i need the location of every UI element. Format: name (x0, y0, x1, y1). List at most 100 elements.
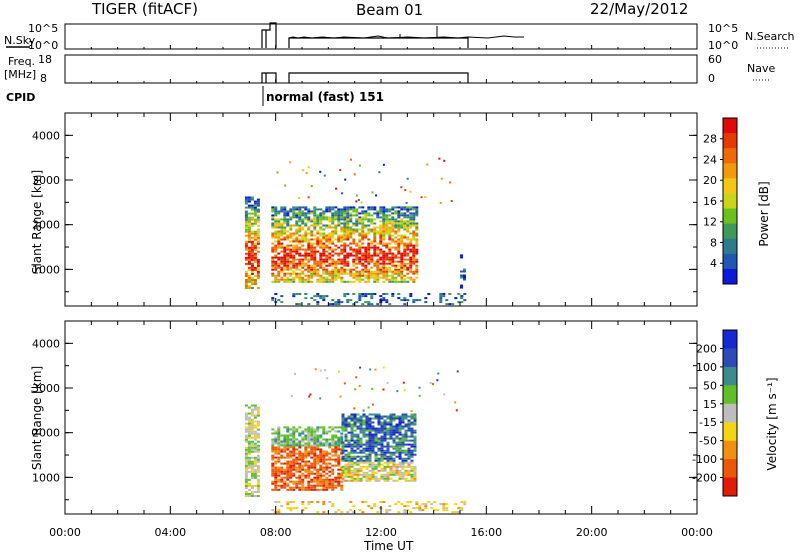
data-cell (356, 469, 360, 472)
data-cell (334, 224, 338, 227)
data-cell (392, 441, 396, 444)
data-cell (355, 224, 359, 227)
data-cell (244, 196, 248, 199)
data-cell (337, 440, 341, 443)
data-cell (316, 458, 320, 461)
data-cell (325, 464, 329, 467)
data-cell (347, 471, 351, 474)
data-cell (280, 301, 284, 304)
colorbar-swatch (723, 223, 737, 240)
data-cell (331, 436, 335, 439)
data-cell (316, 442, 320, 445)
data-cell (392, 463, 396, 466)
data-cell (361, 274, 365, 277)
data-cell (280, 295, 284, 298)
data-cell (368, 421, 372, 424)
data-cell (313, 248, 317, 251)
data-cell (367, 230, 371, 233)
data-cell (359, 455, 363, 458)
data-cell (344, 459, 348, 462)
data-cell (353, 413, 357, 416)
data-cell (244, 434, 248, 437)
data-cell (307, 460, 311, 463)
data-cell (286, 222, 290, 225)
data-cell (377, 427, 381, 430)
data-cell (283, 482, 287, 485)
data-cell (250, 450, 254, 453)
data-cell (283, 472, 287, 475)
data-cell (412, 224, 416, 227)
data-cell (286, 478, 290, 481)
data-cell (344, 421, 348, 424)
data-cell (271, 454, 275, 457)
data-cell (325, 450, 329, 453)
data-cell (313, 208, 317, 211)
data-cell (424, 507, 428, 510)
data-cell (244, 470, 248, 473)
data-cell (331, 458, 335, 461)
data-cell (304, 224, 308, 227)
data-cell (385, 268, 389, 271)
data-cell (274, 224, 278, 227)
data-cell (463, 276, 466, 279)
cpid-text: normal (fast) 151 (266, 90, 384, 104)
data-cell (325, 278, 329, 281)
data-cell (410, 435, 414, 438)
data-cell (358, 260, 362, 263)
data-cell (391, 226, 395, 229)
data-cell (337, 436, 341, 439)
data-cell (415, 270, 419, 273)
data-cell (398, 463, 402, 466)
data-cell (337, 301, 341, 304)
data-cell (298, 478, 302, 481)
data-cell (368, 461, 372, 464)
data-cell (409, 216, 413, 219)
data-cell (292, 438, 296, 441)
data-cell (283, 248, 287, 251)
data-cell (415, 507, 419, 510)
data-cell (373, 262, 377, 265)
data-cell (289, 428, 293, 431)
data-cell (337, 468, 341, 471)
data-cell (343, 244, 347, 247)
data-cell (307, 303, 311, 306)
data-cell (292, 458, 296, 461)
data-cell (289, 262, 293, 265)
data-cell (337, 268, 341, 271)
data-cell (334, 206, 338, 209)
data-cell (334, 214, 338, 217)
data-cell (362, 431, 366, 434)
data-cell (271, 242, 275, 245)
data-cell (286, 470, 290, 473)
data-cell (280, 480, 284, 483)
data-cell (244, 460, 248, 463)
data-cell (397, 274, 401, 277)
data-cell (386, 475, 390, 478)
data-cell (365, 421, 369, 424)
data-cell (344, 439, 348, 442)
data-cell (301, 244, 305, 247)
data-cell (331, 220, 335, 223)
data-cell (356, 433, 360, 436)
data-cell (368, 441, 372, 444)
data-cell (307, 442, 311, 445)
data-cell (325, 250, 329, 253)
data-cell (247, 212, 251, 215)
data-cell (337, 464, 341, 467)
data-cell (385, 293, 389, 295)
data-cell (316, 218, 320, 221)
data-cell (307, 210, 311, 213)
data-cell (247, 462, 251, 465)
data-cell (433, 501, 437, 503)
data-cell (325, 440, 329, 443)
data-cell (304, 280, 308, 283)
data-cell (352, 238, 356, 241)
data-cell (370, 266, 374, 269)
data-cell (361, 268, 365, 271)
data-cell (382, 226, 386, 229)
data-cell (304, 274, 308, 277)
data-cell (340, 436, 344, 439)
data-cell (343, 224, 347, 227)
beam-label: Beam 01 (356, 1, 423, 19)
data-cell (298, 262, 302, 265)
